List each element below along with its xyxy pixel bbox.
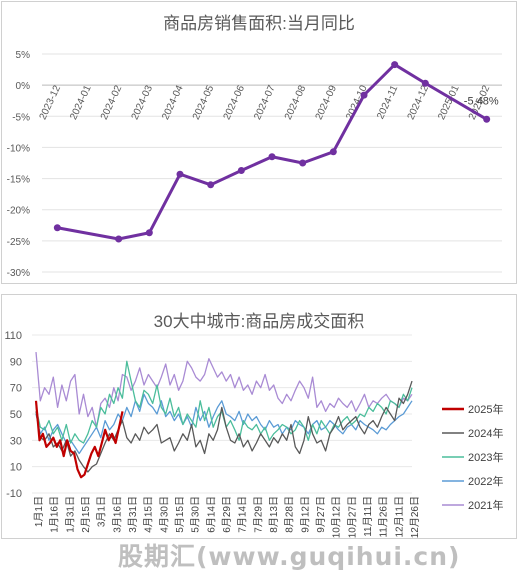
x-tick-label: 5月15日	[174, 496, 186, 533]
x-tick-label: 2024-11	[375, 83, 400, 121]
y-tick-label: 10	[10, 462, 22, 474]
data-point	[391, 61, 398, 68]
y-tick-label: 5%	[16, 50, 31, 61]
legend-label: 2021年	[468, 498, 503, 512]
x-tick-label: 9月27日	[315, 496, 327, 533]
legend-label: 2023年	[468, 450, 503, 464]
x-tick-label: 3月31日	[127, 496, 139, 533]
y-tick-label: 90	[10, 356, 22, 368]
x-tick-label: 10月12日	[331, 496, 343, 538]
x-tick-label: 8月13日	[268, 496, 280, 533]
y-tick-label: 110	[4, 330, 22, 342]
city-area-chart-panel: 30大中城市:商品房成交面积 110 90 70 50 30 10 -10 1月1日 1月16日 1…	[1, 294, 517, 539]
data-point	[422, 80, 429, 87]
legend-label: 2024年	[468, 426, 503, 440]
x-tick-label: 1月16日	[49, 496, 61, 533]
data-point	[177, 171, 184, 178]
yoy-chart-panel: 商品房销售面积:当月同比 5% 0% -5% -10% -15% -20% -25% -30% 2…	[1, 1, 517, 284]
series-line-2022年	[36, 394, 412, 453]
x-tick-label: 3月16日	[111, 496, 123, 533]
y-tick-label: 30	[10, 435, 22, 447]
data-point	[361, 92, 368, 99]
watermark: 股期汇(www.guqihui.cn)	[118, 537, 460, 573]
x-tick-label: 11月11日	[362, 496, 374, 537]
data-point	[483, 116, 490, 123]
data-point	[269, 153, 276, 160]
x-tick-label: 4月30日	[158, 496, 170, 533]
y-tick-label: -10%	[7, 143, 30, 154]
legend-label: 2025年	[468, 402, 503, 416]
data-point	[54, 224, 61, 231]
x-tick-label: 8月28日	[284, 496, 296, 533]
data-point	[115, 235, 122, 242]
x-tick-label: 6月14日	[205, 496, 217, 533]
y-tick-label: -30%	[7, 268, 30, 279]
x-tick-label: 12月11日	[393, 496, 405, 538]
x-tick-label: 4月15日	[143, 496, 155, 533]
x-tick-label: 5月30日	[190, 496, 202, 533]
data-point	[207, 181, 214, 188]
x-tick-label: 7月14日	[237, 496, 249, 533]
x-tick-label: 2月15日	[80, 496, 92, 533]
data-point	[330, 148, 337, 155]
y-tick-label: -25%	[7, 237, 30, 248]
x-tick-label: 3月1日	[96, 496, 108, 527]
chart-title: 30大中城市:商品房成交面积	[154, 312, 365, 331]
x-tick-label: 1月1日	[33, 496, 45, 527]
x-tick-label: 7月29日	[252, 496, 264, 533]
x-tick-label: 11月26日	[378, 496, 390, 538]
y-tick-label: -15%	[7, 175, 30, 186]
y-tick-label: -5%	[12, 112, 30, 123]
data-point	[299, 160, 306, 167]
yoy-chart: 商品房销售面积:当月同比 5% 0% -5% -10% -15% -20% -25% -30% 2…	[2, 2, 516, 283]
y-tick-label: 0%	[16, 81, 31, 92]
data-label: -5.48%	[464, 95, 499, 107]
x-tick-label: 12月26日	[409, 496, 421, 538]
x-tick-label: 10月27日	[346, 496, 358, 538]
y-tick-label: -10	[6, 488, 22, 500]
y-tick-label: 70	[10, 383, 22, 395]
x-tick-label: 1月31日	[64, 496, 76, 533]
data-point	[238, 167, 245, 174]
series-line-2024年	[36, 381, 412, 472]
series-line-2023年	[36, 361, 412, 443]
y-tick-label: -20%	[7, 206, 30, 217]
data-point	[146, 229, 153, 236]
x-tick-label: 6月29日	[221, 496, 233, 533]
y-tick-label: 50	[10, 409, 22, 421]
x-tick-label: 9月12日	[299, 496, 311, 533]
legend-label: 2022年	[468, 474, 503, 488]
chart-title: 商品房销售面积:当月同比	[163, 14, 355, 33]
